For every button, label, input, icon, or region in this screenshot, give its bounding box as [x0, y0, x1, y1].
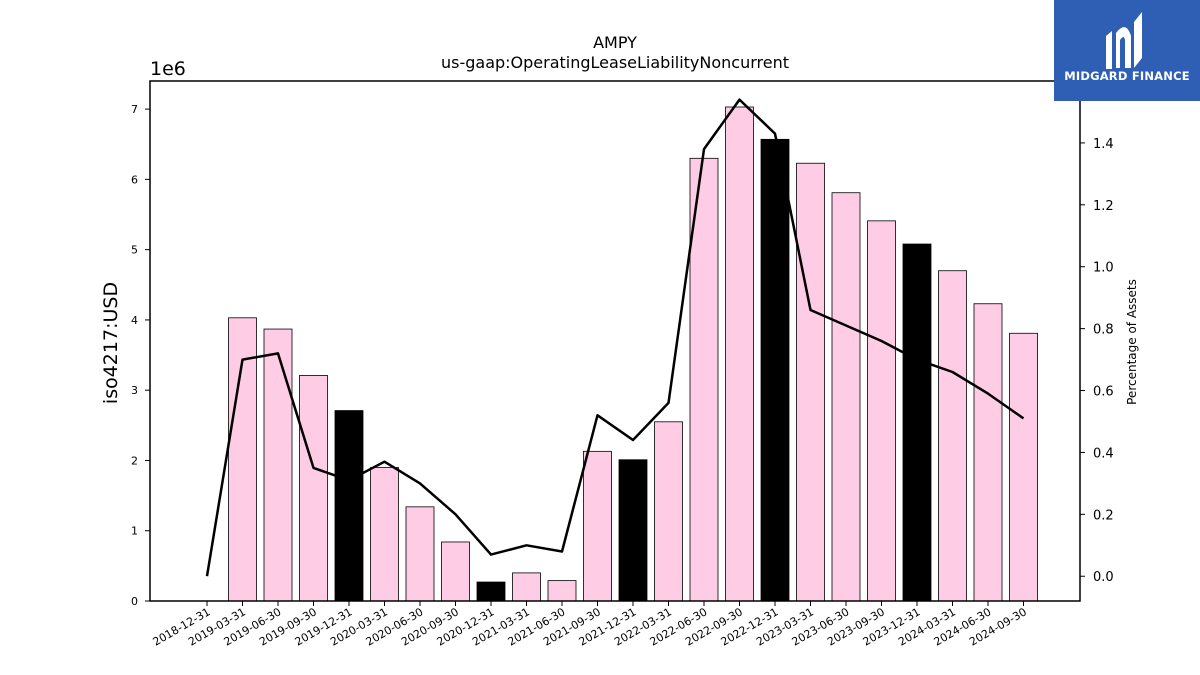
bar-2023-12-31 — [902, 243, 932, 602]
bar-2022-12-31 — [760, 138, 790, 602]
chart-title: AMPY — [593, 33, 637, 52]
x-ticks: 2018-12-312019-03-312019-06-302019-09-30… — [151, 601, 1029, 649]
y2-tick-label: 0.4 — [1093, 446, 1114, 461]
bar-2023-09-30 — [867, 220, 896, 602]
bar-2021-09-30 — [583, 450, 612, 602]
y2-tick-label: 0.6 — [1093, 385, 1114, 400]
bar-2020-12-31 — [476, 581, 506, 602]
chart-subtitle: us-gaap:OperatingLeaseLiabilityNoncurren… — [441, 53, 789, 72]
bar-2022-03-31 — [654, 421, 683, 602]
ratio-line — [205, 98, 1025, 577]
bar-2023-06-30 — [831, 192, 861, 602]
bar-2019-12-31 — [334, 410, 364, 602]
y2-tick-label: 0.8 — [1093, 323, 1114, 338]
y-ticks: 0 1 2 3 4 5 6 7 — [131, 103, 150, 608]
bar-2020-06-30 — [405, 506, 435, 602]
bars — [228, 106, 1038, 602]
y-tick-label: 4 — [131, 314, 138, 327]
bar-2020-03-31 — [370, 467, 399, 602]
y-axis-label: iso4217:USD — [100, 282, 122, 404]
bar-2019-06-30 — [263, 328, 293, 602]
bar-2019-09-30 — [299, 375, 328, 602]
y2-tick-label: 1.4 — [1093, 137, 1114, 152]
bar-2022-09-30 — [725, 106, 754, 602]
bar-2021-03-31 — [512, 572, 541, 602]
y-tick-label: 6 — [131, 173, 138, 186]
midgard-finance-logo: MIDGARD FINANCE — [1054, 0, 1200, 101]
y-tick-label: 2 — [131, 454, 138, 467]
bar-2024-06-30 — [973, 303, 1003, 602]
y2-tick-label: 1.2 — [1093, 199, 1114, 214]
bar-2020-09-30 — [441, 541, 470, 602]
y-tick-label: 1 — [131, 525, 138, 538]
bar-2021-12-31 — [618, 459, 648, 602]
y-tick-label: 5 — [131, 244, 138, 257]
y2-tick-label: 0.0 — [1093, 570, 1114, 585]
y-tick-label: 7 — [131, 103, 138, 116]
logo-mark-icon — [1106, 12, 1142, 69]
plot-frame — [149, 80, 1081, 602]
y2-tick-label: 1.0 — [1093, 261, 1114, 276]
ratio-line-path — [205, 98, 1025, 577]
y2-ticks: 0.0 0.2 0.4 0.6 0.8 1.0 1.2 1.4 — [1080, 137, 1114, 585]
bar-2023-03-31 — [796, 162, 825, 602]
y2-tick-label: 0.2 — [1093, 508, 1114, 523]
bar-2024-03-31 — [938, 270, 967, 602]
logo-text: MIDGARD FINANCE — [1064, 69, 1190, 83]
y-tick-label: 0 — [131, 595, 138, 608]
y2-axis-label: Percentage of Assets — [1125, 279, 1139, 405]
bar-2021-06-30 — [547, 580, 577, 602]
bar-2022-06-30 — [689, 157, 719, 602]
y-tick-label: 3 — [131, 384, 138, 397]
bar-2024-09-30 — [1009, 332, 1038, 602]
y-multiplier: 1e6 — [150, 58, 186, 80]
